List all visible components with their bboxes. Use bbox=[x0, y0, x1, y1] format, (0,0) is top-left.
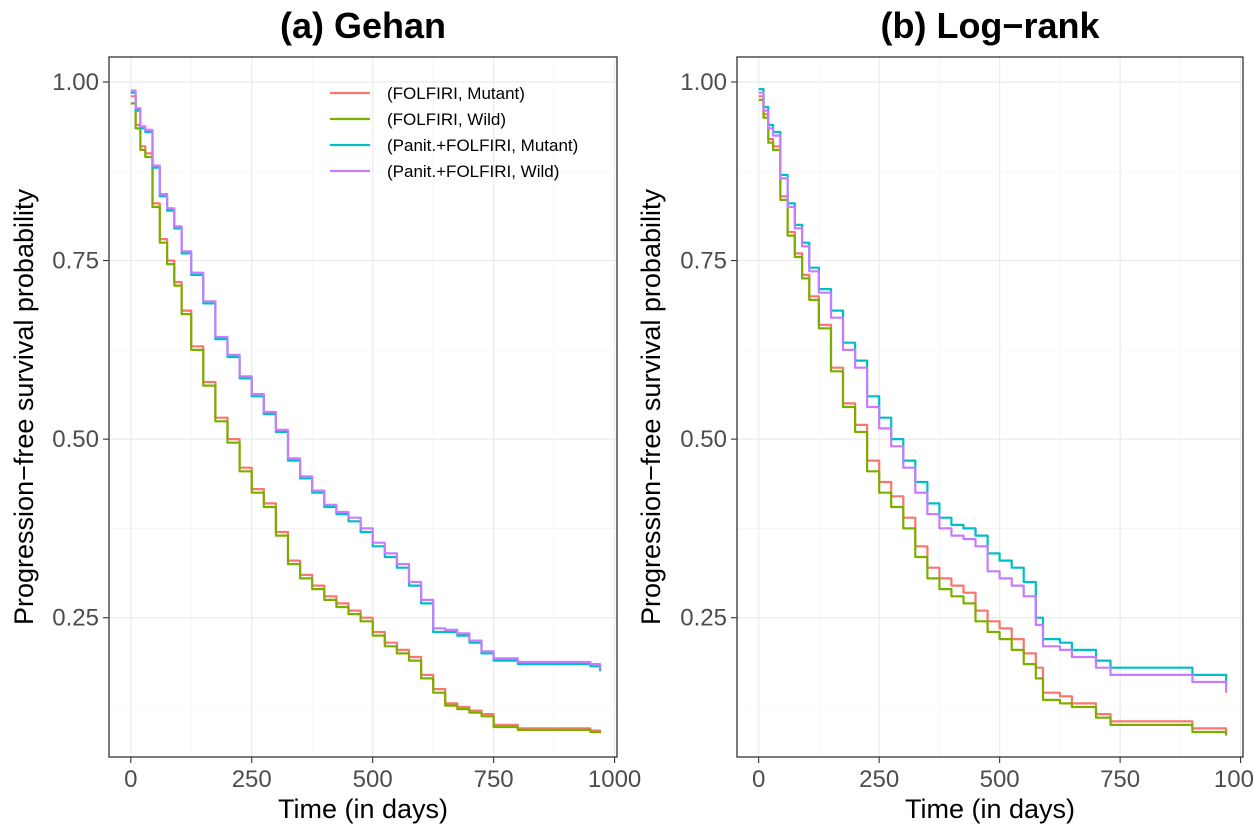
panel-a-plot-border bbox=[108, 56, 618, 758]
panel-b-series-line-2 bbox=[758, 88, 1228, 686]
panel-a-legend-label-1: (FOLFIRI, Wild) bbox=[387, 110, 506, 129]
panel-b-x-tick-label-3: 750 bbox=[1100, 766, 1140, 793]
panel-b-x-tick-label-0: 0 bbox=[752, 766, 765, 793]
panel-a-series-line-3 bbox=[130, 89, 602, 670]
panel-b-title: (b) Log−rank bbox=[880, 5, 1100, 46]
panel-a-legend-label-3: (Panit.+FOLFIRI, Wild) bbox=[387, 162, 559, 181]
panel-a-series-line-0 bbox=[130, 95, 602, 732]
panel-b-log-rank: 0 250 500 750 1000 0.25 0.50 0.75 1.00 (b) Log−ra… bbox=[636, 5, 1254, 824]
panel-a-x-tick-label-0: 0 bbox=[124, 766, 137, 793]
panel-a-legend-label-0: (FOLFIRI, Mutant) bbox=[387, 84, 525, 103]
panel-b-x-axis-label: Time (in days) bbox=[905, 794, 1075, 824]
panel-b-x-tick-label-4: 1000 bbox=[1214, 766, 1254, 793]
panel-b-y-tick-label-0: 0.25 bbox=[680, 605, 727, 632]
panel-a-y-tick-label-0: 0.25 bbox=[52, 605, 99, 632]
panel-b-y-tick-label-2: 0.75 bbox=[680, 248, 727, 275]
panel-a-x-tick-label-4: 1000 bbox=[588, 766, 641, 793]
panel-a-x-tick-label-2: 500 bbox=[353, 766, 393, 793]
panel-a-series-line-1 bbox=[130, 102, 602, 734]
panel-a-y-axis-label: Progression−free survival probability bbox=[9, 189, 39, 625]
panel-a-y-tick-label-2: 0.75 bbox=[52, 248, 99, 275]
panel-a-x-axis-label: Time (in days) bbox=[278, 794, 448, 824]
panel-a-x-tick-label-3: 750 bbox=[474, 766, 514, 793]
panel-b-series-line-3 bbox=[758, 91, 1228, 693]
panel-b-series-line-1 bbox=[758, 98, 1228, 736]
panel-b-x-tick-label-2: 500 bbox=[980, 766, 1020, 793]
panel-a-title: (a) Gehan bbox=[280, 5, 446, 46]
panel-b-y-tick-label-3: 1.00 bbox=[680, 69, 727, 96]
panel-a-gehan: 0 250 500 750 1000 0.25 0.50 0.75 1.00 (a) Gehan T… bbox=[9, 5, 641, 824]
panel-a-legend-label-2: (Panit.+FOLFIRI, Mutant) bbox=[387, 136, 578, 155]
panel-b-y-axis-label: Progression−free survival probability bbox=[636, 189, 666, 625]
panel-a-x-tick-label-1: 250 bbox=[232, 766, 272, 793]
panel-b-plot-border bbox=[736, 56, 1244, 758]
panel-a-y-tick-label-1: 0.50 bbox=[52, 426, 99, 453]
panel-b-x-tick-label-1: 250 bbox=[859, 766, 899, 793]
panel-b-series-line-0 bbox=[758, 95, 1228, 732]
panel-a-y-tick-label-3: 1.00 bbox=[52, 69, 99, 96]
panel-a-legend: (FOLFIRI, Mutant) (FOLFIRI, Wild) (Panit.+… bbox=[330, 84, 578, 181]
panel-b-y-tick-label-1: 0.50 bbox=[680, 426, 727, 453]
